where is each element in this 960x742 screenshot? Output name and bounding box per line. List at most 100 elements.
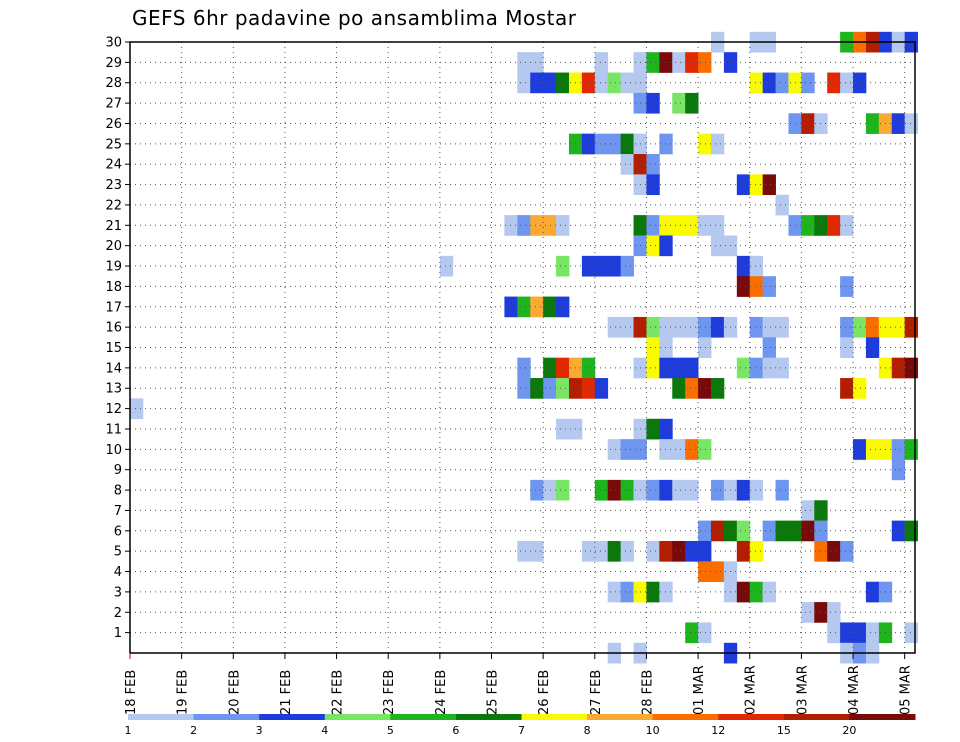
heatmap-cell: [620, 72, 634, 94]
y-tick-label: 9: [114, 463, 122, 478]
heatmap-cell: [749, 174, 764, 196]
y-tick-label: 12: [105, 402, 122, 417]
heatmap-cell: [711, 378, 725, 399]
y-tick-label: 3: [114, 585, 122, 600]
legend-swatch: [259, 714, 326, 720]
heatmap-cell: [827, 215, 841, 236]
legend-label: 8: [584, 724, 591, 737]
y-tick-label: 25: [105, 137, 122, 152]
heatmap-cell: [607, 479, 622, 501]
heatmap-cell: [646, 174, 660, 196]
x-tick-label: 24 FEB: [434, 670, 449, 715]
heatmap-cell: [840, 215, 854, 236]
heatmap-cell: [698, 622, 712, 644]
heatmap-cell: [543, 296, 557, 318]
heatmap-cell: [698, 337, 712, 358]
heatmap-cell: [607, 255, 622, 277]
heatmap-cell: [646, 581, 660, 603]
heatmap-cell: [607, 439, 622, 460]
y-tick-label: 10: [105, 443, 122, 458]
heatmap-cell: [891, 113, 906, 134]
heatmap-cell: [556, 378, 570, 399]
heatmap-cell: [711, 479, 725, 501]
heatmap-cell: [698, 215, 712, 236]
heatmap-cell: [659, 479, 673, 501]
heatmap-cell: [749, 540, 764, 562]
heatmap-cell: [594, 52, 609, 73]
heatmap-cell: [840, 316, 854, 338]
heatmap-cell: [698, 378, 712, 399]
heatmap-cell: [685, 357, 699, 379]
heatmap-cell: [749, 479, 764, 501]
heatmap-cell: [853, 378, 867, 399]
heatmap-cell: [698, 52, 712, 73]
heatmap-cell: [685, 622, 699, 644]
heatmap-cell: [556, 255, 570, 277]
heatmap-cell: [698, 133, 712, 155]
y-tick-label: 24: [105, 158, 122, 173]
heatmap-cell: [581, 255, 596, 277]
y-tick-label: 4: [114, 565, 122, 580]
heatmap-cell: [659, 215, 673, 236]
heatmap-cell: [840, 72, 854, 94]
heatmap-cell: [749, 316, 764, 338]
heatmap-cell: [594, 255, 609, 277]
legend-swatch: [193, 714, 260, 720]
heatmap-cell: [504, 296, 518, 318]
heatmap-cell: [659, 581, 673, 603]
heatmap-cell: [504, 215, 518, 236]
x-tick-label: 23 FEB: [382, 670, 397, 715]
y-tick-label: 13: [105, 382, 122, 397]
heatmap-cell: [594, 540, 609, 562]
legend-label: 10: [646, 724, 660, 737]
heatmap-cell: [659, 235, 673, 257]
heatmap-cell: [827, 622, 841, 644]
heatmap-cell: [620, 154, 634, 175]
heatmap-cell: [581, 378, 596, 399]
heatmap-cell: [556, 357, 570, 379]
legend-label: 20: [842, 724, 856, 737]
heatmap-cell: [801, 500, 815, 521]
y-tick-label: 22: [105, 198, 122, 213]
heatmap-cell: [659, 133, 673, 155]
heatmap-cell: [840, 337, 854, 358]
heatmap-cell: [672, 540, 686, 562]
heatmap-cell: [698, 316, 712, 338]
heatmap-cell: [685, 316, 699, 338]
heatmap-cell: [736, 520, 751, 542]
heatmap-cell: [685, 479, 699, 501]
heatmap-cell: [659, 337, 673, 358]
x-tick-label: 18 FEB: [124, 670, 139, 715]
y-tick-label: 6: [114, 524, 122, 539]
y-tick-label: 5: [114, 545, 122, 560]
heatmap-cell: [530, 540, 544, 562]
x-tick-label: 27 FEB: [589, 670, 604, 715]
heatmap-cell: [620, 581, 634, 603]
heatmap-cell: [607, 581, 622, 603]
heatmap-cell: [840, 540, 854, 562]
legend-label: 5: [387, 724, 394, 737]
heatmap-cell: [685, 378, 699, 399]
legend-swatch: [849, 714, 916, 720]
legend-swatch: [718, 714, 785, 720]
x-tick-label: 25 FEB: [486, 670, 501, 715]
legend-swatch: [652, 714, 719, 720]
heatmap-cell: [659, 316, 673, 338]
legend-label: 3: [256, 724, 263, 737]
heatmap-cell: [607, 133, 622, 155]
heatmap-cell: [620, 133, 634, 155]
heatmap-cell: [607, 540, 622, 562]
y-tick-label: 16: [105, 321, 122, 336]
heatmap-cell: [775, 520, 789, 542]
heatmap-cell: [672, 92, 686, 114]
heatmap-cell: [711, 520, 725, 542]
heatmap-cell: [530, 215, 544, 236]
heatmap-cell: [904, 520, 918, 542]
x-tick-label: 19 FEB: [176, 670, 191, 715]
heatmap-cell: [672, 357, 686, 379]
y-tick-label: 14: [105, 361, 122, 376]
heatmap-cell: [607, 72, 622, 94]
heatmap-cell: [672, 439, 686, 460]
heatmap-cell: [865, 581, 880, 603]
heatmap-cell: [581, 133, 596, 155]
